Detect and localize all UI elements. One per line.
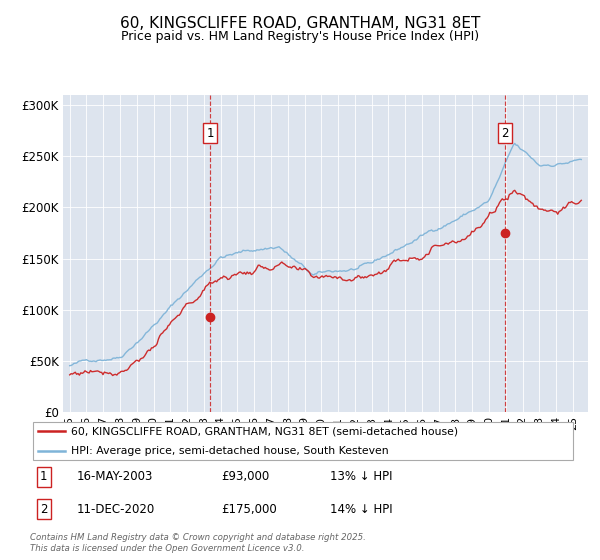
Text: 11-DEC-2020: 11-DEC-2020 bbox=[76, 502, 155, 516]
Text: £93,000: £93,000 bbox=[221, 470, 269, 483]
Text: HPI: Average price, semi-detached house, South Kesteven: HPI: Average price, semi-detached house,… bbox=[71, 446, 389, 456]
Text: 13% ↓ HPI: 13% ↓ HPI bbox=[331, 470, 393, 483]
Text: 16-MAY-2003: 16-MAY-2003 bbox=[76, 470, 153, 483]
Text: 2: 2 bbox=[501, 127, 509, 139]
Text: 1: 1 bbox=[40, 470, 47, 483]
FancyBboxPatch shape bbox=[33, 422, 573, 460]
Text: Price paid vs. HM Land Registry's House Price Index (HPI): Price paid vs. HM Land Registry's House … bbox=[121, 30, 479, 43]
Text: £175,000: £175,000 bbox=[221, 502, 277, 516]
Text: 60, KINGSCLIFFE ROAD, GRANTHAM, NG31 8ET: 60, KINGSCLIFFE ROAD, GRANTHAM, NG31 8ET bbox=[120, 16, 480, 31]
Text: 2: 2 bbox=[40, 502, 47, 516]
Text: Contains HM Land Registry data © Crown copyright and database right 2025.
This d: Contains HM Land Registry data © Crown c… bbox=[30, 533, 366, 553]
Text: 1: 1 bbox=[206, 127, 214, 139]
Text: 60, KINGSCLIFFE ROAD, GRANTHAM, NG31 8ET (semi-detached house): 60, KINGSCLIFFE ROAD, GRANTHAM, NG31 8ET… bbox=[71, 426, 458, 436]
Text: 14% ↓ HPI: 14% ↓ HPI bbox=[331, 502, 393, 516]
